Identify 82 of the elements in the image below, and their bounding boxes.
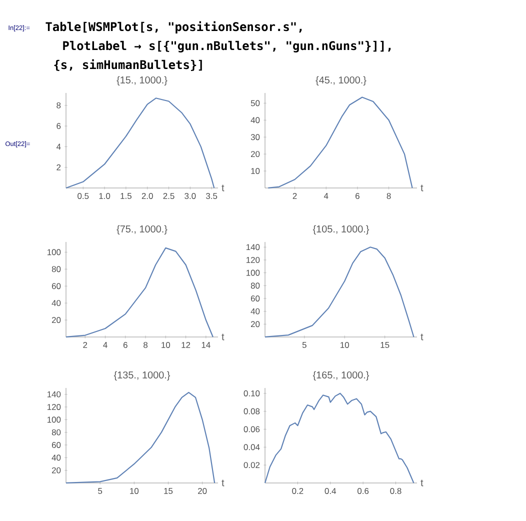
y-tick-label: 80 [52,429,61,436]
x-tick-label: 4 [324,193,328,199]
chart-title: {45., 1000.} [316,76,366,86]
y-tick-label: 100 [48,249,61,256]
x-axis-title: t [222,184,224,192]
y-tick-label: 120 [48,404,61,410]
y-tick-label: 20 [250,151,260,158]
line-series [264,392,414,484]
line-series [268,96,413,189]
text: PlotLabel → s[{"gun.nBullets", "gun.nGuns"}]], [63,40,391,52]
x-tick-label: 10 [340,342,349,348]
y-tick-label: 20 [250,321,260,328]
y-tick-label: 60 [52,442,61,448]
x-tick-label: 2 [83,342,88,348]
y-tick-label: 6 [56,123,61,130]
text: {s, simHumanBullets}] [54,59,202,71]
x-tick-label: 2 [292,193,297,199]
chart-title: {135., 1000.} [114,371,170,380]
y-tick-label: 2 [56,164,61,170]
x-tick-label: 3.5 [206,193,218,199]
chart-title: {75., 1000.} [116,225,168,234]
y-tick-label: 100 [246,270,260,276]
chart-title: {165., 1000.} [312,371,370,380]
line-series [264,246,414,338]
y-tick-label: 30 [250,134,260,140]
x-tick-label: 8 [144,342,148,348]
x-tick-label: 2.0 [142,193,153,199]
y-tick-label: 140 [246,244,260,250]
x-tick-label: 0.2 [292,488,304,494]
x-tick-label: 5 [302,342,306,348]
line-series [65,247,214,338]
line-series [65,98,215,189]
y-tick-label: 60 [251,295,260,302]
x-axis-title: t [420,184,424,192]
y-tick-label: 100 [48,416,61,423]
x-tick-label: 1.0 [99,193,110,199]
x-tick-label: 0.8 [390,488,402,494]
x-tick-label: 0.6 [358,488,369,494]
y-tick-label: 60 [52,283,61,290]
text: Table[WSMPlot[s, "positionSensor.s", [46,21,302,34]
x-tick-label: 10 [162,342,170,348]
chart-title: {105., 1000.} [312,225,370,234]
x-tick-label: 0.4 [324,488,336,494]
y-tick-label: 120 [246,256,260,263]
x-tick-label: 3.0 [184,193,196,199]
y-tick-label: 40 [52,300,61,306]
x-tick-label: 5 [98,488,102,494]
x-tick-label: 0.5 [78,193,89,199]
y-tick-label: 40 [52,454,61,461]
y-tick-label: 140 [48,391,61,398]
y-tick-label: 40 [250,117,260,124]
y-tick-label: 8 [56,102,61,108]
y-tick-label: 4 [56,144,61,150]
x-tick-label: 20 [198,488,207,494]
y-tick-label: 0.02 [244,462,260,468]
y-tick-label: 0.08 [244,408,260,414]
x-tick-label: 4 [103,342,108,348]
x-tick-label: 14 [202,342,210,348]
x-tick-label: 6 [123,342,128,348]
x-tick-label: 10 [130,488,139,494]
x-tick-label: 15 [164,488,173,494]
x-tick-label: 15 [380,342,390,348]
x-tick-label: 2.5 [163,193,174,199]
y-tick-label: 0.06 [244,426,260,432]
x-tick-label: 6 [356,193,360,199]
x-tick-label: 8 [386,193,391,199]
x-axis-title: t [222,480,224,486]
x-axis-title: t [222,334,224,340]
x-tick-label: 1.5 [120,193,132,199]
chart-title: {15., 1000.} [116,76,168,86]
y-tick-label: 20 [52,467,61,474]
y-tick-label: 0.10 [244,390,260,396]
x-tick-label: 12 [182,342,190,348]
y-tick-label: 40 [250,308,260,314]
x-axis-title: t [420,334,424,340]
y-tick-label: 80 [52,266,61,272]
y-tick-label: 50 [250,100,260,106]
y-tick-label: 20 [52,317,61,324]
y-tick-label: 0.04 [244,444,260,450]
y-tick-label: 10 [251,168,260,174]
x-axis-title: t [420,480,424,486]
y-tick-label: 80 [250,282,260,289]
